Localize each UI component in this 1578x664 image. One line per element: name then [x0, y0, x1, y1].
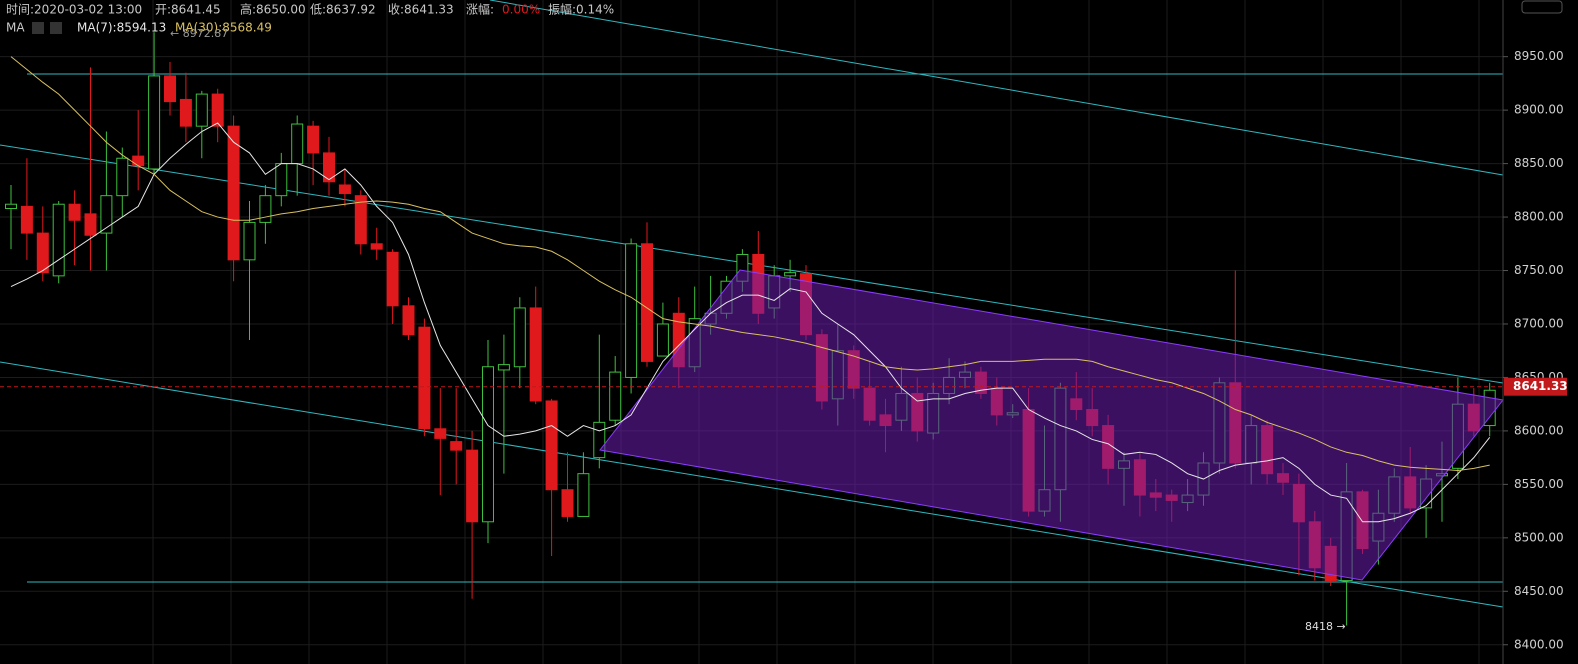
annotation: ← 8972.87 — [170, 27, 228, 40]
y-tick-label: 8400.00 — [1514, 637, 1564, 651]
candle-body — [52, 203, 65, 277]
candle-body — [68, 203, 81, 221]
candle-body — [195, 93, 208, 127]
y-tick-label: 8800.00 — [1514, 210, 1564, 224]
candle-body — [100, 195, 113, 234]
candle-body — [259, 195, 272, 223]
annotation: 8418 → — [1305, 620, 1346, 633]
header-change-label: 涨幅: — [466, 2, 494, 17]
header-open: 开:8641.45 — [155, 3, 221, 17]
ma-settings-icon[interactable] — [32, 22, 44, 34]
candle-body — [307, 125, 320, 154]
y-tick-label: 8450.00 — [1514, 584, 1564, 598]
y-tick-label: 8750.00 — [1514, 263, 1564, 277]
y-tick-label: 8850.00 — [1514, 156, 1564, 170]
ma30-label: MA(30):8568.49 — [175, 21, 272, 35]
candle-body — [84, 213, 97, 236]
candle-body — [609, 371, 622, 421]
candle-body — [577, 473, 590, 517]
candle-body — [784, 272, 797, 277]
candle-body — [656, 323, 669, 357]
candle-body — [418, 326, 431, 430]
candle-body — [529, 307, 542, 402]
candle-body — [450, 441, 463, 451]
candle-body — [402, 305, 415, 336]
last-price-tag — [1504, 377, 1567, 396]
trend-line — [0, 144, 1504, 384]
y-tick-label: 8550.00 — [1514, 477, 1564, 491]
last-price-label: 8641.33 — [1513, 379, 1568, 393]
candle-body — [545, 400, 558, 491]
settings-button[interactable] — [1521, 0, 1563, 14]
ma-line — [10, 56, 1490, 471]
candle-body — [386, 251, 399, 307]
candle-body — [323, 152, 335, 183]
candle-body — [36, 232, 49, 274]
trend-line — [489, 0, 1504, 176]
candle-body — [275, 163, 288, 197]
candle-body — [116, 157, 129, 197]
candle-body — [291, 123, 304, 165]
candle-body — [354, 195, 367, 245]
ma7-label: MA(7):8594.13 — [77, 21, 166, 35]
candle-body — [561, 489, 574, 517]
candle-body — [243, 221, 256, 261]
candle-body — [132, 155, 145, 167]
candle-body — [466, 449, 479, 523]
candle-body — [148, 75, 161, 170]
candle-body — [370, 243, 383, 250]
ma-label: MA — [6, 21, 25, 35]
candle-body — [164, 75, 176, 103]
y-tick-label: 8700.00 — [1514, 316, 1564, 330]
candle-body — [179, 98, 192, 127]
ma-line — [10, 122, 1491, 523]
candle-body — [227, 125, 240, 261]
header-amplitude: 振幅:0.14% — [548, 2, 614, 17]
candle-body — [338, 184, 351, 195]
candle-body — [593, 421, 606, 459]
ma-close-icon[interactable] — [50, 22, 62, 34]
y-tick-label: 8900.00 — [1514, 103, 1564, 117]
header-close: 收:8641.33 — [388, 3, 454, 17]
header-low: 低:8637.92 — [310, 3, 376, 17]
candle-body — [497, 364, 510, 371]
header-time: 时间:2020-03-02 13:00 — [6, 3, 142, 17]
candle-body — [434, 428, 447, 439]
candle-body — [211, 93, 224, 127]
trend-line — [0, 361, 1504, 608]
y-tick-label: 8950.00 — [1514, 49, 1564, 63]
header-high: 高:8650.00 — [240, 2, 306, 17]
header-change: 0.00% — [502, 3, 540, 17]
candle-body — [20, 205, 33, 234]
candle-body — [513, 307, 526, 368]
candle-body — [482, 366, 494, 523]
y-tick-label: 8600.00 — [1514, 423, 1564, 437]
candle-body — [641, 243, 653, 362]
candle-body — [625, 243, 638, 378]
candle-body — [5, 203, 17, 210]
y-tick-label: 8500.00 — [1514, 530, 1564, 544]
